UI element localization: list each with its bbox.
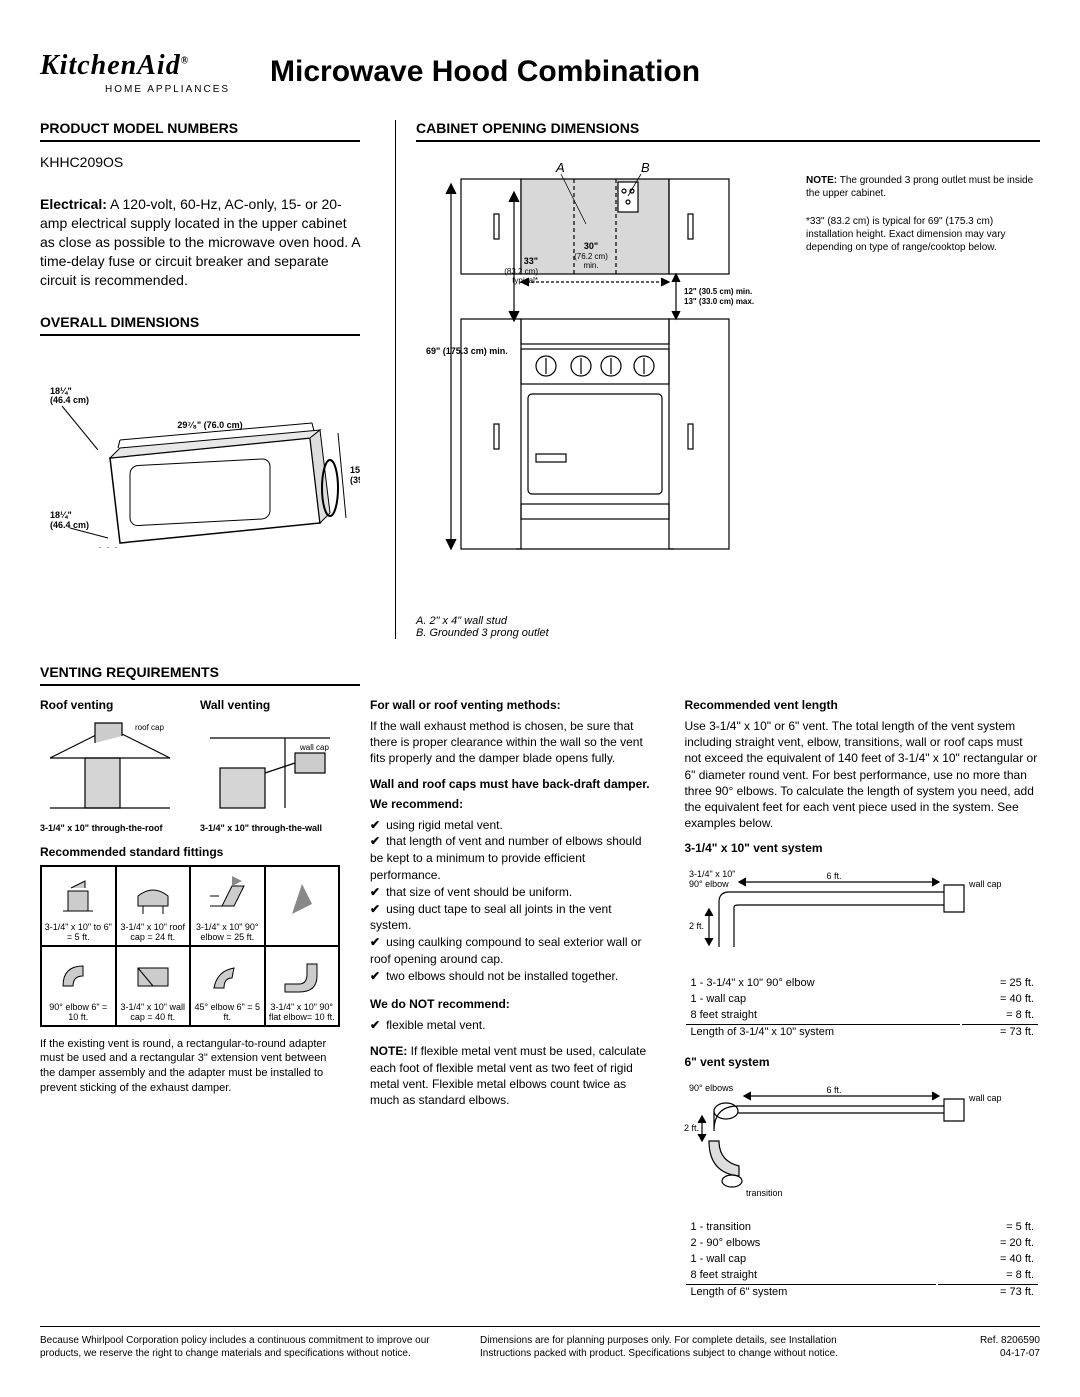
footer-col-2: Dimensions are for planning purposes onl…: [480, 1335, 890, 1360]
svg-text:wall cap: wall cap: [968, 1093, 1002, 1103]
svg-text:2 ft.: 2 ft.: [689, 921, 704, 931]
sys1-calc: 1 - 3-1/4" x 10" 90° elbow= 25 ft. 1 - w…: [684, 974, 1040, 1041]
logo-text: KitchenAid: [40, 50, 181, 81]
wall-venting-h: Wall venting: [200, 698, 340, 712]
cabinet-heading: CABINET OPENING DIMENSIONS: [416, 120, 1040, 142]
svg-text:wall cap: wall cap: [968, 879, 1002, 889]
svg-text:18¼": 18¼": [50, 510, 72, 520]
footer: Because Whirlpool Corporation policy inc…: [40, 1326, 1040, 1360]
left-column: PRODUCT MODEL NUMBERS KHHC209OS Electric…: [40, 120, 360, 639]
sys1-h: 3-1/4" x 10" vent system: [684, 841, 1040, 855]
right-column: CABINET OPENING DIMENSIONS A: [395, 120, 1040, 639]
roof-venting-h: Roof venting: [40, 698, 180, 712]
electrical-para: Electrical: A 120-volt, 60-Hz, AC-only, …: [40, 195, 360, 289]
page-title: Microwave Hood Combination: [270, 55, 700, 89]
cabinet-note-2: *33" (83.2 cm) is typical for 69" (175.3…: [806, 215, 1040, 254]
footer-date: 04-17-07: [1000, 1348, 1040, 1359]
svg-text:B: B: [641, 160, 650, 175]
svg-text:min.: min.: [583, 261, 598, 270]
vent-col-3: Recommended vent length Use 3-1/4" x 10"…: [684, 698, 1040, 1301]
fittings-h: Recommended standard fittings: [40, 845, 340, 859]
recommend-list: using rigid metal vent. that length of v…: [370, 817, 654, 985]
cabinet-notes: NOTE: The grounded 3 prong outlet must b…: [806, 154, 1040, 639]
cabinet-legend-a: A. 2" x 4" wall stud: [416, 615, 786, 627]
svg-text:wall cap: wall cap: [299, 743, 329, 752]
svg-text:2 ft.: 2 ft.: [684, 1123, 699, 1133]
svg-text:12" (30.5 cm) min.: 12" (30.5 cm) min.: [684, 287, 752, 296]
svg-text:69" (175.3 cm) min.: 69" (175.3 cm) min.: [426, 346, 508, 356]
svg-text:typical*: typical*: [512, 276, 538, 285]
sys2-h: 6" vent system: [684, 1055, 1040, 1069]
footer-ref: Ref. 8206590: [980, 1335, 1040, 1346]
product-heading: PRODUCT MODEL NUMBERS: [40, 120, 360, 142]
fittings-grid: 3-1/4" x 10" to 6" = 5 ft. 3-1/4" x 10" …: [40, 865, 340, 1027]
methods-text: If the wall exhaust method is chosen, be…: [370, 718, 654, 767]
vent-col-1: Roof venting roof cap 3-1/4" x 10" throu…: [40, 698, 340, 1301]
top-columns: PRODUCT MODEL NUMBERS KHHC209OS Electric…: [40, 120, 1040, 639]
svg-text:(46.4 cm): (46.4 cm): [50, 395, 89, 405]
svg-text:(76.2 cm): (76.2 cm): [574, 252, 608, 261]
logo: KitchenAid®: [40, 50, 189, 82]
footer-col-3: Ref. 8206590 04-17-07: [920, 1335, 1040, 1360]
svg-text:90° elbows: 90° elbows: [689, 1083, 734, 1093]
header: KitchenAid® HOME APPLIANCES Microwave Ho…: [40, 50, 1040, 95]
rvl-h: Recommended vent length: [684, 698, 1040, 712]
recommend-h: We recommend:: [370, 797, 654, 811]
svg-text:29⁷⁄₈" (76.0 cm): 29⁷⁄₈" (76.0 cm): [177, 420, 242, 430]
roof-label: 3-1/4" x 10" through-the-roof: [40, 823, 180, 833]
svg-text:(83.2 cm): (83.2 cm): [504, 267, 538, 276]
electrical-label: Electrical:: [40, 196, 107, 212]
svg-text:transition: transition: [746, 1188, 783, 1198]
svg-text:15½": 15½": [350, 465, 360, 475]
svg-text:33": 33": [524, 256, 538, 266]
sys2-calc: 1 - transition= 5 ft. 2 - 90° elbows= 20…: [684, 1218, 1040, 1301]
not-recommend-h: We do NOT recommend:: [370, 997, 654, 1011]
svg-text:90° elbow: 90° elbow: [689, 879, 729, 889]
rvl-text: Use 3-1/4" x 10" or 6" vent. The total l…: [684, 718, 1040, 831]
cabinet-note-1: NOTE: The grounded 3 prong outlet must b…: [806, 174, 1040, 200]
svg-text:30": 30": [584, 241, 598, 251]
svg-text:(46.4 cm): (46.4 cm): [50, 520, 89, 530]
venting-heading: VENTING REQUIREMENTS: [40, 664, 360, 686]
logo-block: KitchenAid® HOME APPLIANCES: [40, 50, 230, 95]
svg-text:13" (33.0 cm) max.: 13" (33.0 cm) max.: [684, 297, 754, 306]
svg-text:roof cap: roof cap: [135, 723, 164, 732]
logo-subtitle: HOME APPLIANCES: [105, 84, 230, 95]
svg-text:A: A: [555, 160, 565, 175]
overall-heading: OVERALL DIMENSIONS: [40, 314, 360, 336]
methods-h: For wall or roof venting methods:: [370, 698, 654, 712]
venting-section: VENTING REQUIREMENTS Roof venting ro: [40, 664, 1040, 1301]
wall-label: 3-1/4" x 10" through-the-wall: [200, 823, 340, 833]
cabinet-legend-b: B. Grounded 3 prong outlet: [416, 627, 786, 639]
footer-col-1: Because Whirlpool Corporation policy inc…: [40, 1335, 450, 1360]
overall-diagram: 29⁷⁄₈" (76.0 cm) 15½" (39.4 cm) 18¼" (46…: [40, 348, 360, 551]
logo-trademark: ®: [181, 56, 189, 67]
svg-text:6 ft.: 6 ft.: [827, 871, 842, 881]
not-recommend-list: flexible metal vent.: [370, 1017, 654, 1034]
flex-note: NOTE: If flexible metal vent must be use…: [370, 1043, 654, 1108]
cabinet-diagram: A B: [416, 154, 786, 639]
svg-text:6 ft.: 6 ft.: [827, 1085, 842, 1095]
vent-col-2: For wall or roof venting methods: If the…: [370, 698, 654, 1301]
model-number: KHHC209OS: [40, 154, 360, 170]
svg-text:(39.4 cm): (39.4 cm): [350, 475, 360, 485]
fit-note: If the existing vent is round, a rectang…: [40, 1037, 340, 1096]
damper-h: Wall and roof caps must have back-draft …: [370, 777, 654, 791]
svg-text:3-1/4" x 10": 3-1/4" x 10": [689, 869, 735, 879]
